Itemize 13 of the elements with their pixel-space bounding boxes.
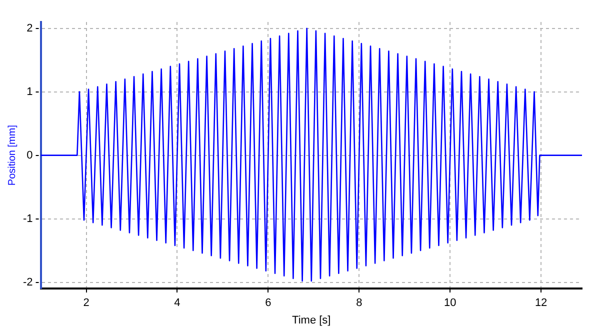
y-tick-label: -1 <box>23 212 33 225</box>
x-tick-label: 6 <box>265 297 272 310</box>
x-tick-label: 10 <box>444 297 456 310</box>
x-tick-label: 2 <box>83 297 90 310</box>
y-tick-label: 0 <box>26 149 33 162</box>
y-axis-title: Position [mm] <box>6 124 18 186</box>
x-axis-title: Time [s] <box>292 314 331 326</box>
y-tick-label: 2 <box>26 22 33 34</box>
y-tick-label: -2 <box>23 276 33 288</box>
x-tick-label: 8 <box>356 297 362 310</box>
y-tick-label: 1 <box>26 86 33 98</box>
x-tick-label: 4 <box>174 297 180 310</box>
x-tick-label: 12 <box>534 297 548 310</box>
